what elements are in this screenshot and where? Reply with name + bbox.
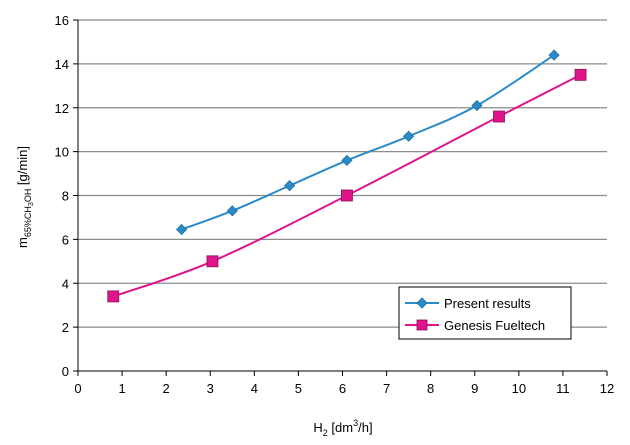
- data-point-present-results: [284, 180, 296, 192]
- x-tick-label: 12: [600, 381, 614, 396]
- y-axis-label: m65%CH3OH [g/min]: [15, 146, 35, 248]
- x-tick-label: 4: [251, 381, 258, 396]
- data-point-present-results: [176, 223, 188, 236]
- y-tick-labels: 0 2 4 6 8 10 12 14 16: [55, 13, 69, 379]
- grid: [78, 19, 607, 328]
- data-point-present-results: [226, 205, 238, 217]
- legend-item-genesis-fueltech: Genesis Fueltech: [405, 318, 545, 333]
- data-point-genesis-fueltech: [493, 110, 505, 123]
- x-axis-label: H2 [dm3/h]: [313, 418, 372, 438]
- legend-box: [398, 286, 572, 340]
- data-point-genesis-fueltech: [107, 290, 120, 303]
- x-tick-label: 11: [556, 381, 570, 396]
- y-tick-label: 16: [55, 13, 69, 28]
- y-tick-label: 0: [62, 364, 69, 379]
- x-tick-labels: 0 1 2 3 4 5 6 7 8 9 10 11 12: [74, 381, 614, 396]
- series: [107, 49, 587, 303]
- legend-marker-square-icon: [416, 319, 428, 331]
- legend-label-present-results: Present results: [444, 296, 531, 311]
- x-tick-label: 6: [339, 381, 346, 396]
- y-tick-label: 2: [62, 320, 69, 335]
- x-tick-label: 7: [383, 381, 390, 396]
- data-point-genesis-fueltech: [341, 189, 353, 202]
- legend: Present results Genesis Fueltech: [398, 286, 572, 340]
- x-tick-label: 5: [295, 381, 302, 396]
- series-line-present-results: [181, 54, 555, 231]
- data-point-present-results: [341, 154, 353, 166]
- y-tick-label: 14: [55, 57, 69, 72]
- x-tick-label: 2: [163, 381, 170, 396]
- data-point-present-results: [403, 130, 415, 142]
- x-tick-label: 9: [471, 381, 478, 396]
- x-tick-label: 1: [118, 381, 125, 396]
- legend-item-present-results: Present results: [405, 296, 531, 311]
- legend-label-genesis-fueltech: Genesis Fueltech: [444, 318, 545, 333]
- y-tick-label: 12: [55, 101, 69, 116]
- data-point-present-results: [548, 49, 560, 61]
- x-tick-label: 8: [427, 381, 434, 396]
- y-tick-label: 6: [62, 232, 69, 247]
- data-point-genesis-fueltech: [574, 68, 587, 81]
- y-tick-label: 10: [55, 145, 69, 160]
- y-tick-label: 8: [62, 189, 69, 204]
- data-point-genesis-fueltech: [206, 255, 219, 268]
- axes: [73, 19, 608, 376]
- y-tick-label: 4: [62, 276, 69, 291]
- x-tick-label: 0: [74, 381, 81, 396]
- x-tick-label: 3: [207, 381, 214, 396]
- legend-marker-diamond-icon: [416, 297, 428, 309]
- data-point-present-results: [471, 99, 483, 112]
- x-tick-label: 10: [512, 381, 526, 396]
